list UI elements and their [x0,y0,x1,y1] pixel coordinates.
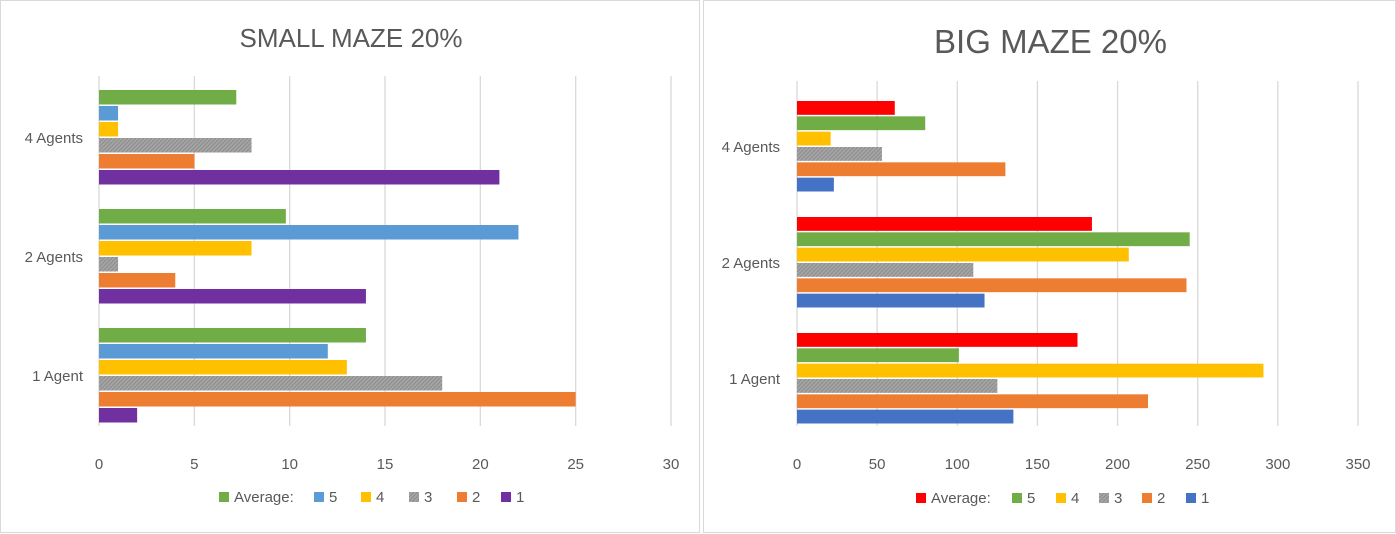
legend-swatch [501,492,511,502]
legend-swatch [916,493,926,503]
bar-series-5 [99,225,519,240]
x-tick-label: 150 [1025,456,1050,473]
x-tick-label: 30 [663,456,680,473]
bar-series-5 [797,348,959,363]
legend-swatch [1142,493,1152,503]
bar-series-1 [797,409,1014,424]
legend-swatch [219,492,229,502]
bar-series-1 [99,289,366,304]
bar-series-3 [797,147,882,161]
bar-series-2 [99,154,195,169]
big-maze-chart-panel: BIG MAZE 20% 0 50 100 150 200 250 300 350 1 Agent… [703,0,1396,533]
x-tick-label: 0 [95,456,103,473]
big-maze-chart: BIG MAZE 20% 0 50 100 150 200 250 300 350 1 Agent… [722,23,1371,507]
x-tick-label: 15 [377,456,394,473]
bar-series-1 [99,170,500,185]
legend-label: 3 [1114,490,1122,507]
x-tick-label: 200 [1105,456,1130,473]
chart-title: BIG MAZE 20% [934,23,1167,60]
bar-series-2 [797,278,1187,293]
legend-label: Average: [234,489,294,506]
category-label: 1 Agent [32,368,84,385]
x-tick-label: 10 [281,456,298,473]
bar-series-4 [797,363,1264,378]
bar-average [797,333,1078,347]
x-tick-label: 350 [1345,456,1370,473]
legend-swatch [314,492,324,502]
category-label: 4 Agents [722,139,780,156]
bar-series-4 [99,241,252,256]
legend-label: 2 [1157,490,1165,507]
bar-series-3 [797,263,974,277]
bar-average [797,101,895,115]
chart-title: SMALL MAZE 20% [239,23,462,53]
legend-label: 4 [376,489,384,506]
bar-series-3 [99,376,443,391]
legend-label: 4 [1071,490,1079,507]
bar-average [99,209,286,224]
legend-swatch [457,492,467,502]
bar-average [99,90,237,105]
x-tick-label: 100 [945,456,970,473]
x-tick-label: 250 [1185,456,1210,473]
bar-average [797,217,1092,231]
legend-label: 1 [516,489,524,506]
bar-series-4 [797,131,831,146]
bar-series-2 [99,392,576,407]
x-tick-label: 0 [793,456,801,473]
bar-average [99,328,366,343]
bar-series-5 [99,344,328,359]
small-maze-chart-panel: SMALL MAZE 20% 0 5 10 15 20 25 30 1 Agent 2 Agent… [0,0,700,533]
bar-series-2 [99,273,176,288]
legend-label: 1 [1201,490,1209,507]
bar-series-3 [797,379,998,393]
bar-series-2 [797,162,1006,177]
bar-series-5 [797,232,1190,247]
x-tick-label: 50 [869,456,886,473]
x-tick-label: 300 [1265,456,1290,473]
legend-label: 5 [1027,490,1035,507]
bar-series-5 [99,106,119,121]
bar-series-4 [797,247,1129,262]
category-label: 2 Agents [25,249,83,266]
legend-swatch [1186,493,1196,503]
bar-series-4 [99,122,119,137]
legend-label: 2 [472,489,480,506]
legend-swatch [409,492,419,502]
bar-series-1 [797,177,834,192]
bar-series-5 [797,116,926,131]
x-tick-label: 25 [567,456,584,473]
legend-swatch [361,492,371,502]
bar-series-3 [99,257,119,272]
legend-label: Average: [931,490,991,507]
category-label: 2 Agents [722,255,780,272]
legend-swatch [1099,493,1109,503]
legend-swatch [1012,493,1022,503]
bar-series-1 [99,408,138,423]
bar-series-1 [797,293,985,308]
legend-swatch [1056,493,1066,503]
x-tick-label: 5 [190,456,198,473]
bar-series-2 [797,394,1149,409]
bar-series-4 [99,360,347,375]
category-label: 1 Agent [729,371,781,388]
bar-series-3 [99,138,252,153]
x-tick-label: 20 [472,456,489,473]
category-label: 4 Agents [25,130,83,147]
legend-label: 5 [329,489,337,506]
legend-label: 3 [424,489,432,506]
